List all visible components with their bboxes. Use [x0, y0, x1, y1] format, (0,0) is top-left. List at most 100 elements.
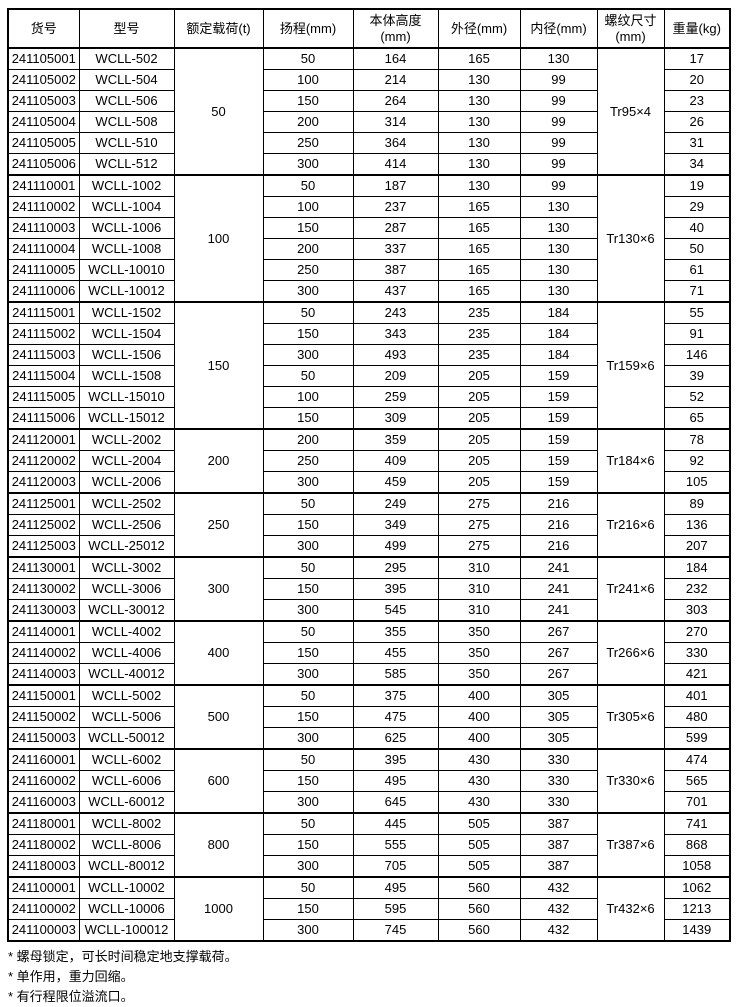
table-row: 241115005 WCLL-15010 100 259 205 159 52 [7, 386, 731, 408]
item-no-cell: 241105005 [7, 132, 80, 154]
stroke-cell: 150 [262, 217, 354, 239]
body-height-cell: 187 [352, 174, 439, 197]
outer-dia-cell: 310 [437, 599, 521, 622]
table-row: 241130001 WCLL-3002 300 50 295 310 241 Tr241×6 1… [7, 556, 731, 622]
model-cell: WCLL-1502 [78, 301, 175, 324]
stroke-cell: 50 [262, 876, 354, 899]
table-row: 241105003 WCLL-506 150 264 130 99 23 [7, 90, 731, 112]
inner-dia-cell: 241 [519, 578, 598, 600]
outer-dia-cell: 505 [437, 855, 521, 878]
table-row: 241120002 WCLL-2004 250 409 205 159 92 [7, 450, 731, 472]
weight-cell: 136 [663, 514, 731, 536]
col-header-thread-size: 螺纹尺寸(mm) [596, 8, 665, 49]
weight-cell: 17 [663, 47, 731, 70]
body-height-cell: 445 [352, 812, 439, 835]
inner-dia-cell: 99 [519, 69, 598, 91]
thread-size-cell: Tr432×6 [596, 876, 665, 942]
table-body: 241105001 WCLL-502 50 50 164 165 130 Tr95×4 17 24… [7, 47, 731, 942]
stroke-cell: 300 [262, 855, 354, 878]
weight-cell: 19 [663, 174, 731, 197]
inner-dia-cell: 99 [519, 174, 598, 197]
stroke-cell: 50 [262, 301, 354, 324]
weight-cell: 31 [663, 132, 731, 154]
table-row: 241140002 WCLL-4006 150 455 350 267 330 [7, 642, 731, 664]
weight-cell: 184 [663, 556, 731, 579]
model-cell: WCLL-100012 [78, 919, 175, 942]
outer-dia-cell: 205 [437, 450, 521, 472]
table-row: 241120003 WCLL-2006 300 459 205 159 105 [7, 471, 731, 494]
stroke-cell: 150 [262, 407, 354, 430]
footnote: * 螺母锁定，可长时间稳定地支撑载荷。 [8, 949, 238, 964]
outer-dia-cell: 350 [437, 642, 521, 664]
stroke-cell: 300 [262, 153, 354, 176]
thread-size-cell: Tr184×6 [596, 428, 665, 494]
weight-cell: 65 [663, 407, 731, 430]
body-height-cell: 414 [352, 153, 439, 176]
body-height-cell: 585 [352, 663, 439, 686]
outer-dia-cell: 165 [437, 238, 521, 260]
stroke-cell: 250 [262, 259, 354, 281]
item-no-cell: 241105004 [7, 111, 80, 133]
stroke-cell: 300 [262, 663, 354, 686]
model-cell: WCLL-1008 [78, 238, 175, 260]
model-cell: WCLL-30012 [78, 599, 175, 622]
item-no-cell: 241115004 [7, 365, 80, 387]
stroke-cell: 150 [262, 578, 354, 600]
model-cell: WCLL-10012 [78, 280, 175, 303]
item-no-cell: 241110004 [7, 238, 80, 260]
body-height-cell: 214 [352, 69, 439, 91]
body-height-cell: 459 [352, 471, 439, 494]
item-no-cell: 241180002 [7, 834, 80, 856]
body-height-cell: 499 [352, 535, 439, 558]
inner-dia-cell: 216 [519, 514, 598, 536]
inner-dia-cell: 432 [519, 898, 598, 920]
weight-cell: 401 [663, 684, 731, 707]
table-row: 241105002 WCLL-504 100 214 130 99 20 [7, 69, 731, 91]
weight-cell: 23 [663, 90, 731, 112]
col-header-inner-dia: 内径(mm) [519, 8, 598, 49]
model-cell: WCLL-3002 [78, 556, 175, 579]
stroke-cell: 100 [262, 196, 354, 218]
inner-dia-cell: 99 [519, 111, 598, 133]
stroke-cell: 300 [262, 727, 354, 750]
model-cell: WCLL-4006 [78, 642, 175, 664]
item-no-cell: 241115006 [7, 407, 80, 430]
stroke-cell: 300 [262, 280, 354, 303]
body-height-cell: 495 [352, 770, 439, 792]
stroke-cell: 150 [262, 898, 354, 920]
outer-dia-cell: 165 [437, 280, 521, 303]
stroke-cell: 50 [262, 684, 354, 707]
model-cell: WCLL-1508 [78, 365, 175, 387]
rated-load-cell: 100 [173, 174, 264, 303]
outer-dia-cell: 165 [437, 259, 521, 281]
table-row: 241115002 WCLL-1504 150 343 235 184 91 [7, 323, 731, 345]
item-no-cell: 241130002 [7, 578, 80, 600]
body-height-cell: 355 [352, 620, 439, 643]
stroke-cell: 150 [262, 770, 354, 792]
outer-dia-cell: 560 [437, 898, 521, 920]
col-header-body-height: 本体高度(mm) [352, 8, 439, 49]
stroke-cell: 300 [262, 471, 354, 494]
stroke-cell: 50 [262, 47, 354, 70]
inner-dia-cell: 305 [519, 706, 598, 728]
inner-dia-cell: 159 [519, 365, 598, 387]
stroke-cell: 300 [262, 599, 354, 622]
inner-dia-cell: 159 [519, 428, 598, 451]
inner-dia-cell: 130 [519, 259, 598, 281]
table-row: 241110003 WCLL-1006 150 287 165 130 40 [7, 217, 731, 239]
stroke-cell: 150 [262, 706, 354, 728]
stroke-cell: 200 [262, 238, 354, 260]
thread-size-cell: Tr266×6 [596, 620, 665, 686]
model-cell: WCLL-25012 [78, 535, 175, 558]
outer-dia-cell: 430 [437, 791, 521, 814]
thread-size-cell: Tr387×6 [596, 812, 665, 878]
table-row: 241180002 WCLL-8006 150 555 505 387 868 [7, 834, 731, 856]
thread-size-cell: Tr95×4 [596, 47, 665, 176]
weight-cell: 61 [663, 259, 731, 281]
inner-dia-cell: 241 [519, 599, 598, 622]
weight-cell: 303 [663, 599, 731, 622]
model-cell: WCLL-8006 [78, 834, 175, 856]
stroke-cell: 50 [262, 365, 354, 387]
table-row: 241115001 WCLL-1502 150 50 243 235 184 Tr159×6 5… [7, 301, 731, 430]
